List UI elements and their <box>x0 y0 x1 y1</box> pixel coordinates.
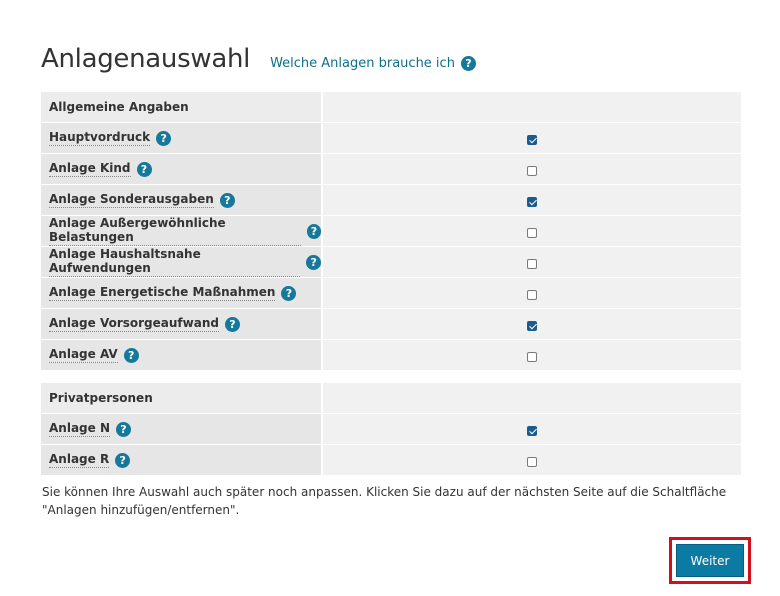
page-title: Anlagenauswahl <box>41 44 251 74</box>
table-row: Anlage Energetische Maßnahmen? <box>41 278 741 308</box>
form-label-anlage-vorsorgeaufwand: Anlage Vorsorgeaufwand <box>49 316 219 332</box>
next-button[interactable]: Weiter <box>676 544 744 577</box>
section-privatpersonen: Privatpersonen Anlage N? Anlage R? <box>41 383 741 476</box>
section-heading: Allgemeine Angaben <box>41 92 321 122</box>
checkbox-anlage-av[interactable] <box>527 352 537 362</box>
help-icon[interactable]: ? <box>116 421 131 437</box>
hint-text: Sie können Ihre Auswahl auch später noch… <box>42 485 727 517</box>
checkbox-anlage-vorsorgeaufwand[interactable] <box>527 321 537 331</box>
checkbox-anlage-haushaltsnahe-aufwendungen[interactable] <box>527 259 537 269</box>
checkbox-anlage-aussergewoehnliche-belastungen[interactable] <box>527 228 537 238</box>
form-label-anlage-aussergewoehnliche-belastungen: Anlage Außergewöhnliche Belastungen <box>49 216 301 246</box>
help-icon[interactable]: ? <box>306 254 321 270</box>
table-row: Anlage Haushaltsnahe Aufwendungen? <box>41 247 741 277</box>
help-icon[interactable]: ? <box>115 452 131 468</box>
help-icon[interactable]: ? <box>281 285 297 301</box>
checkbox-anlage-sonderausgaben[interactable] <box>527 197 537 207</box>
section-heading-row: Allgemeine Angaben <box>41 92 741 122</box>
form-label-anlage-energetische-massnahmen: Anlage Energetische Maßnahmen <box>49 285 276 301</box>
help-icon[interactable]: ? <box>219 192 235 208</box>
help-link-label: Welche Anlagen brauche ich <box>270 56 455 71</box>
help-link[interactable]: Welche Anlagen brauche ich ? <box>270 56 476 71</box>
table-row: Anlage N? <box>41 414 741 444</box>
form-label-anlage-av: Anlage AV <box>49 347 118 363</box>
section-heading: Privatpersonen <box>41 383 321 413</box>
help-icon[interactable]: ? <box>306 223 321 239</box>
table-row: Hauptvordruck? <box>41 123 741 153</box>
help-icon[interactable]: ? <box>156 130 172 146</box>
section-heading-spacer <box>323 92 741 122</box>
table-row: Anlage Außergewöhnliche Belastungen? <box>41 216 741 246</box>
form-label-anlage-sonderausgaben: Anlage Sonderausgaben <box>49 192 214 208</box>
table-row: Anlage AV? <box>41 340 741 370</box>
help-icon[interactable]: ? <box>123 347 139 363</box>
form-label-anlage-kind: Anlage Kind <box>49 161 131 177</box>
help-icon[interactable]: ? <box>460 56 476 71</box>
form-label-anlage-n: Anlage N <box>49 421 110 437</box>
checkbox-hauptvordruck[interactable] <box>527 135 537 145</box>
help-icon[interactable]: ? <box>224 316 240 332</box>
page-header: Anlagenauswahl Welche Anlagen brauche ic… <box>41 42 476 76</box>
form-label-hauptvordruck: Hauptvordruck <box>49 130 151 146</box>
table-row: Anlage Sonderausgaben? <box>41 185 741 215</box>
highlight-frame: Weiter <box>669 537 751 584</box>
checkbox-anlage-kind[interactable] <box>527 166 537 176</box>
table-row: Anlage Kind? <box>41 154 741 184</box>
checkbox-anlage-r[interactable] <box>527 457 537 467</box>
table-row: Anlage R? <box>41 445 741 475</box>
form-label-anlage-r: Anlage R <box>49 452 110 468</box>
section-heading-spacer <box>323 383 741 413</box>
table-row: Anlage Vorsorgeaufwand? <box>41 309 741 339</box>
help-icon[interactable]: ? <box>136 161 152 177</box>
checkbox-anlage-energetische-massnahmen[interactable] <box>527 290 537 300</box>
section-heading-row: Privatpersonen <box>41 383 741 413</box>
checkbox-anlage-n[interactable] <box>527 426 537 436</box>
form-label-anlage-haushaltsnahe-aufwendungen: Anlage Haushaltsnahe Aufwendungen <box>49 247 301 277</box>
section-allgemeine-angaben: Allgemeine Angaben Hauptvordruck? Anlage… <box>41 92 741 371</box>
